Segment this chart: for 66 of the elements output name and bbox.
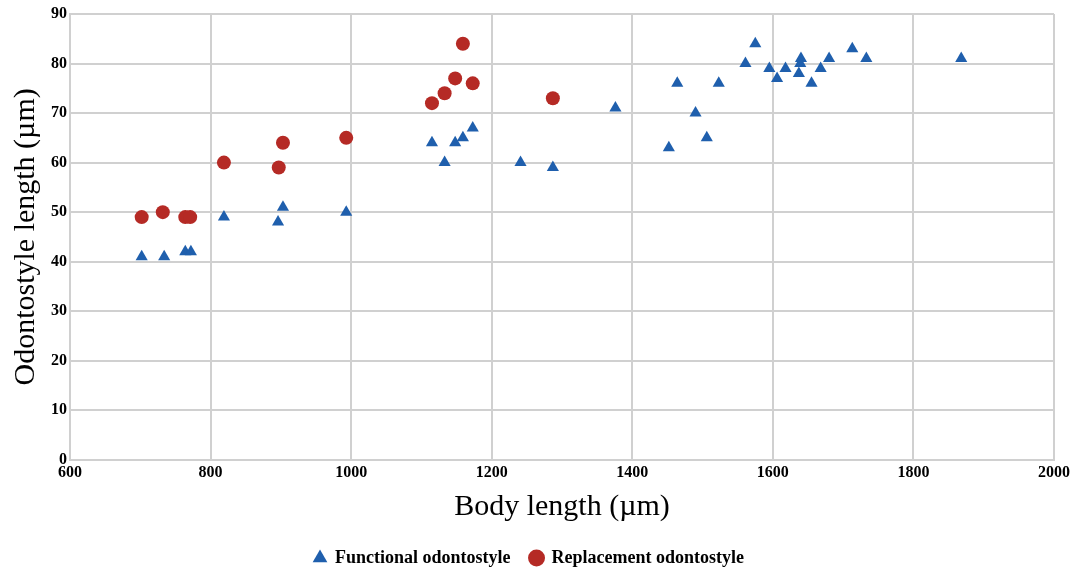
- y-tick-label: 60: [51, 152, 67, 170]
- y-tick-label: 30: [51, 301, 67, 319]
- y-tick-label: 0: [59, 449, 67, 467]
- point: [739, 56, 752, 68]
- y-tick-label: 40: [51, 251, 67, 269]
- point: [438, 155, 451, 167]
- point: [271, 215, 285, 226]
- point: [814, 61, 827, 72]
- point: [158, 249, 171, 261]
- point: [779, 61, 792, 72]
- point: [955, 51, 968, 63]
- y-tick-label: 50: [51, 202, 67, 220]
- point: [184, 244, 197, 256]
- y-axis-title: Odontostyle length (µm): [6, 88, 41, 386]
- point: [860, 51, 873, 63]
- point: [276, 200, 290, 211]
- y-tick-label: 90: [51, 4, 67, 22]
- point: [662, 140, 675, 152]
- point: [424, 96, 439, 111]
- legend-label: Functional odontostyle: [335, 546, 511, 567]
- point: [514, 155, 527, 167]
- point: [271, 160, 286, 175]
- y-tick-label: 80: [51, 53, 67, 71]
- point: [763, 61, 776, 72]
- point: [456, 130, 469, 142]
- point: [217, 210, 230, 221]
- x-axis-title: Body length (µm): [454, 487, 670, 522]
- point: [437, 86, 452, 101]
- x-tick-label: 2000: [1038, 462, 1070, 480]
- point: [771, 71, 784, 82]
- point: [275, 135, 290, 150]
- y-tick-label: 20: [51, 350, 67, 368]
- point: [689, 106, 702, 117]
- point: [340, 205, 353, 216]
- point: [546, 160, 559, 172]
- x-tick-label: 1800: [897, 462, 930, 480]
- y-tick-label: 70: [51, 103, 67, 121]
- x-tick-label: 1600: [756, 462, 789, 480]
- point: [749, 36, 762, 48]
- point: [700, 130, 713, 142]
- point: [846, 41, 859, 53]
- point: [449, 135, 462, 147]
- point: [465, 76, 480, 91]
- point: [609, 101, 622, 112]
- x-tick-label: 1400: [616, 462, 649, 480]
- point: [425, 135, 439, 147]
- point: [339, 130, 354, 145]
- point: [805, 76, 818, 87]
- point: [671, 76, 684, 87]
- point: [712, 76, 725, 87]
- x-tick-label: 800: [198, 462, 223, 480]
- x-tick-label: 1200: [475, 462, 508, 480]
- y-tick-label: 10: [51, 400, 67, 418]
- x-tick-label: 1000: [335, 462, 368, 480]
- point: [448, 71, 463, 86]
- point: [545, 91, 560, 106]
- point: [455, 36, 470, 51]
- point: [823, 51, 836, 63]
- point: [155, 205, 170, 220]
- point: [466, 120, 479, 132]
- point: [794, 51, 808, 63]
- point: [135, 249, 148, 261]
- point: [216, 155, 231, 170]
- legend-label: Replacement odontostyle: [551, 546, 745, 567]
- point: [134, 210, 149, 225]
- point: [792, 66, 805, 77]
